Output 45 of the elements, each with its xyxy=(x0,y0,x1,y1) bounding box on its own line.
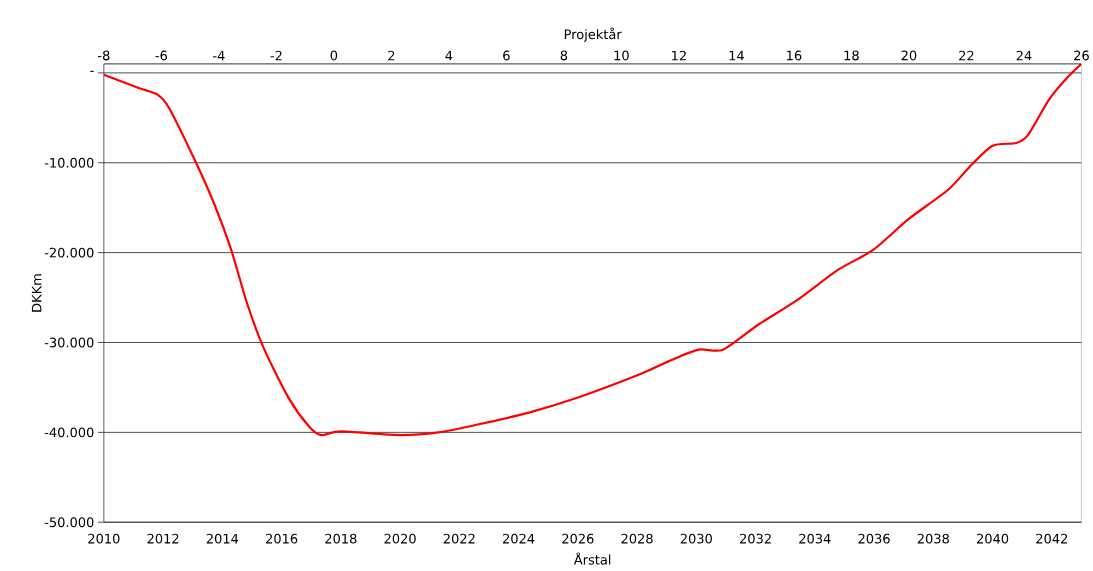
line-series xyxy=(103,63,1082,437)
x2-tick-label: 2 xyxy=(388,50,395,61)
y-tick-label: -40.000 xyxy=(44,427,94,438)
x2-tick-label: 6 xyxy=(503,50,510,61)
x2-tick-label: 24 xyxy=(1016,50,1032,61)
x2-tick-label: 22 xyxy=(959,50,974,61)
x-tick-label: 2028 xyxy=(621,533,653,544)
x2-tick-label: -4 xyxy=(213,50,225,61)
x2-tick-label: 4 xyxy=(445,50,453,61)
x2-tick-label: 10 xyxy=(614,50,629,61)
x-tick-label: 2040 xyxy=(976,533,1009,544)
x2-tick-label: 26 xyxy=(1074,50,1089,61)
x-tick-label: 2026 xyxy=(562,533,594,544)
x2-tick-label: 20 xyxy=(901,50,917,61)
x-tick-label: 2018 xyxy=(325,533,357,544)
x2-tick-label: 0 xyxy=(330,50,338,61)
x-tick-label: 2022 xyxy=(443,533,475,544)
x2-axis-title: Projektår xyxy=(564,27,622,42)
x2-tick-label: 16 xyxy=(787,50,802,61)
y-tick-label: -30.000 xyxy=(44,337,94,348)
y-tick-label: -10.000 xyxy=(44,157,94,168)
x-tick-label: 2012 xyxy=(147,533,179,544)
x2-tick-label: 8 xyxy=(560,50,568,61)
x-tick-label: 2032 xyxy=(740,533,771,544)
x2-tick-label: -6 xyxy=(155,50,168,61)
x2-tick-label: 12 xyxy=(672,50,686,61)
x2-tick-label: 18 xyxy=(844,50,859,61)
x2-tick-label: -2 xyxy=(270,50,282,61)
x-tick-label: 2042 xyxy=(1036,533,1067,544)
x2-tick-label: -8 xyxy=(98,50,110,61)
x-tick-label: 2036 xyxy=(858,533,890,544)
x-tick-label: 2016 xyxy=(266,533,298,544)
x-tick-label: 2010 xyxy=(88,533,120,544)
x-tick-label: 2038 xyxy=(917,533,949,544)
y-tick-label: -50.000 xyxy=(44,517,94,528)
x-tick-label: 2034 xyxy=(799,533,831,544)
x-axis-title: Årstal xyxy=(573,552,611,565)
y-tick-label: -20.000 xyxy=(44,247,94,258)
x-tick-label: 2014 xyxy=(206,533,239,544)
x2-tick-label: 14 xyxy=(729,50,744,61)
y-axis-title: DKKm xyxy=(31,274,42,312)
x-tick-label: 2024 xyxy=(503,533,535,544)
x-tick-label: 2030 xyxy=(680,533,712,544)
y-tick-label: - xyxy=(90,70,94,72)
x-tick-label: 2020 xyxy=(384,533,416,544)
